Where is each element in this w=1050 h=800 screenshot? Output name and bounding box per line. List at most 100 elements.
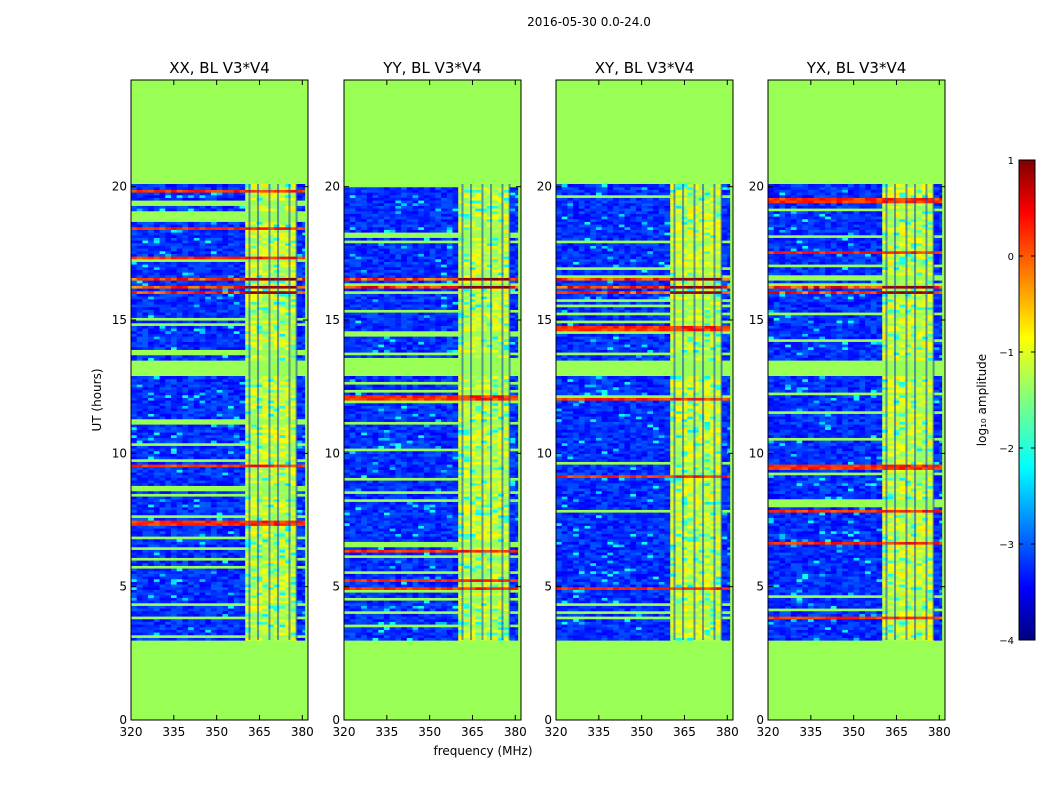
heatmap-cell — [273, 613, 280, 617]
heatmap-cell — [222, 453, 229, 457]
heatmap-cell — [148, 504, 155, 508]
heatmap-cell — [273, 477, 280, 481]
heatmap-cell — [170, 434, 178, 438]
heatmap-cell — [239, 474, 246, 478]
heatmap-cell — [182, 445, 189, 449]
heatmap-cell — [222, 520, 229, 524]
heatmap-cell — [188, 440, 195, 444]
heatmap-cell — [262, 509, 269, 513]
heatmap-cell — [290, 600, 297, 604]
heatmap-cell — [216, 610, 223, 614]
heatmap-cell — [210, 466, 218, 470]
heatmap-cell — [296, 405, 303, 409]
heatmap-cell — [290, 512, 297, 516]
heatmap-cell — [205, 621, 212, 625]
heatmap-cell — [216, 434, 223, 438]
heatmap-cell — [188, 402, 195, 406]
heatmap-cell — [245, 469, 252, 473]
heatmap-cell — [210, 600, 218, 604]
heatmap-cell — [285, 469, 292, 473]
heatmap-cell — [296, 520, 303, 524]
heatmap-cell — [273, 490, 280, 494]
heatmap-cell — [285, 464, 292, 468]
heatmap-cell — [239, 461, 246, 465]
heatmap-cell — [273, 520, 280, 524]
heatmap-cell — [199, 533, 206, 537]
heatmap-cell — [210, 474, 218, 478]
heatmap-cell — [193, 562, 200, 566]
heatmap-cell — [170, 578, 178, 582]
heatmap-cell — [131, 448, 138, 452]
heatmap-cell — [262, 437, 269, 441]
heatmap-cell — [233, 554, 240, 558]
heatmap-cell — [170, 560, 178, 564]
heatmap-cell — [142, 445, 149, 449]
heatmap-cell — [148, 586, 155, 590]
heatmap-cell — [268, 389, 275, 393]
heatmap-cell — [250, 506, 258, 510]
heatmap-cell — [228, 466, 235, 470]
heatmap-cell — [262, 597, 269, 601]
heatmap-cell — [256, 402, 263, 406]
heatmap-cell — [228, 618, 235, 622]
frequency-stripe — [288, 184, 291, 640]
heatmap-cell — [250, 466, 258, 470]
heatmap-cell — [165, 397, 172, 401]
heatmap-cell — [159, 605, 166, 609]
heatmap-cell — [245, 554, 252, 558]
heatmap-cell — [296, 450, 303, 454]
heatmap-cell — [273, 466, 280, 470]
heatmap-cell — [273, 528, 280, 532]
heatmap-cell — [176, 440, 183, 444]
heatmap-cell — [256, 629, 263, 633]
heatmap-cell — [216, 402, 223, 406]
heatmap-cell — [159, 618, 166, 622]
flagged-row — [131, 485, 308, 489]
heatmap-cell — [222, 490, 229, 494]
heatmap-cell — [199, 637, 206, 641]
heatmap-cell — [182, 397, 189, 401]
heatmap-cell — [273, 389, 280, 393]
heatmap-cell — [199, 400, 206, 404]
heatmap-cell — [159, 429, 166, 433]
heatmap-cell — [205, 530, 212, 534]
heatmap-cell — [296, 605, 303, 609]
heatmap-cell — [136, 445, 143, 449]
heatmap-cell — [273, 562, 280, 566]
heatmap-cell — [142, 552, 149, 556]
heatmap-cell — [222, 429, 229, 433]
heatmap-cell — [205, 573, 212, 577]
heatmap-cell — [188, 626, 195, 630]
heatmap-cell — [262, 432, 269, 436]
heatmap-cell — [216, 560, 223, 564]
heatmap-cell — [159, 464, 166, 468]
heatmap-cell — [193, 389, 200, 393]
heatmap-cell — [188, 554, 195, 558]
heatmap-cell — [256, 424, 263, 428]
heatmap-cell — [273, 538, 280, 542]
heatmap-cell — [210, 405, 218, 409]
heatmap-cell — [165, 549, 172, 553]
heatmap-cell — [153, 533, 160, 537]
heatmap-cell — [279, 464, 286, 468]
heatmap-cell — [165, 496, 172, 500]
heatmap-cell — [131, 496, 138, 500]
heatmap-cell — [279, 509, 286, 513]
heatmap-cell — [216, 544, 223, 548]
heatmap-cell — [245, 594, 252, 598]
heatmap-cell — [142, 184, 149, 188]
heatmap-cell — [279, 469, 286, 473]
heatmap-cell — [279, 498, 286, 502]
heatmap-cell — [176, 517, 183, 521]
heatmap-cell — [285, 461, 292, 465]
heatmap-cell — [165, 618, 172, 622]
heatmap-cell — [136, 477, 143, 481]
heatmap-cell — [199, 429, 206, 433]
heatmap-cell — [210, 496, 218, 500]
heatmap-cell — [193, 386, 200, 390]
heatmap-cell — [285, 589, 292, 593]
heatmap-cell — [182, 520, 189, 524]
heatmap-cell — [273, 437, 280, 441]
heatmap-cell — [296, 618, 303, 622]
heatmap-cell — [290, 429, 297, 433]
